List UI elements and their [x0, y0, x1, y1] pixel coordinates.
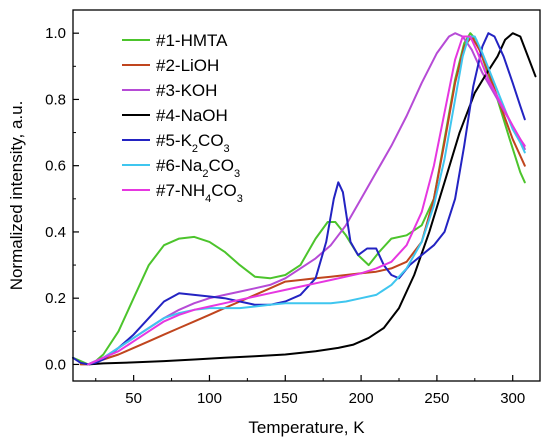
x-tick-label: 250 [424, 390, 449, 407]
legend-label-7: #7-NH4CO3 [156, 181, 243, 205]
x-tick-label: 150 [273, 390, 298, 407]
series-line-2 [79, 35, 526, 366]
series-line-3 [87, 32, 526, 366]
x-tick-label: 200 [349, 390, 374, 407]
series-line-7 [87, 35, 526, 366]
series-line-5 [72, 32, 526, 366]
plot-frame [72, 9, 541, 382]
y-tick-label: 0.4 [45, 224, 66, 241]
x-tick-label: 50 [125, 390, 142, 407]
x-axis-title: Temperature, K [248, 418, 365, 437]
y-tick-label: 0.0 [45, 356, 66, 373]
x-tick-label: 300 [500, 390, 525, 407]
legend-label-4: #4-NaOH [156, 106, 228, 125]
legend-label-1: #1-HMTA [156, 31, 228, 50]
legend-label-3: #3-KOH [156, 81, 217, 100]
legend-label-2: #2-LiOH [156, 56, 219, 75]
series-line-4 [87, 32, 537, 366]
series-layer [72, 32, 537, 366]
y-tick-label: 0.2 [45, 290, 66, 307]
y-tick-label: 1.0 [45, 25, 66, 42]
axis-ticks: 50 100 150 200 250 300 0.0 0.2 0.4 0.6 0.8 1.0 [45, 25, 525, 407]
series-line-6 [87, 35, 526, 366]
legend-label-6: #6-Na2CO3 [156, 156, 240, 180]
legend-label-5: #5-K2CO3 [156, 131, 230, 155]
legend: #1-HMTA #2-LiOH #3-KOH #4-NaOH #5-K2CO3#6-Na… [122, 31, 243, 205]
x-tick-label: 100 [197, 390, 222, 407]
y-axis-title: Normalized intensity, a.u. [7, 101, 26, 291]
y-tick-label: 0.6 [45, 158, 66, 175]
y-tick-label: 0.8 [45, 91, 66, 108]
